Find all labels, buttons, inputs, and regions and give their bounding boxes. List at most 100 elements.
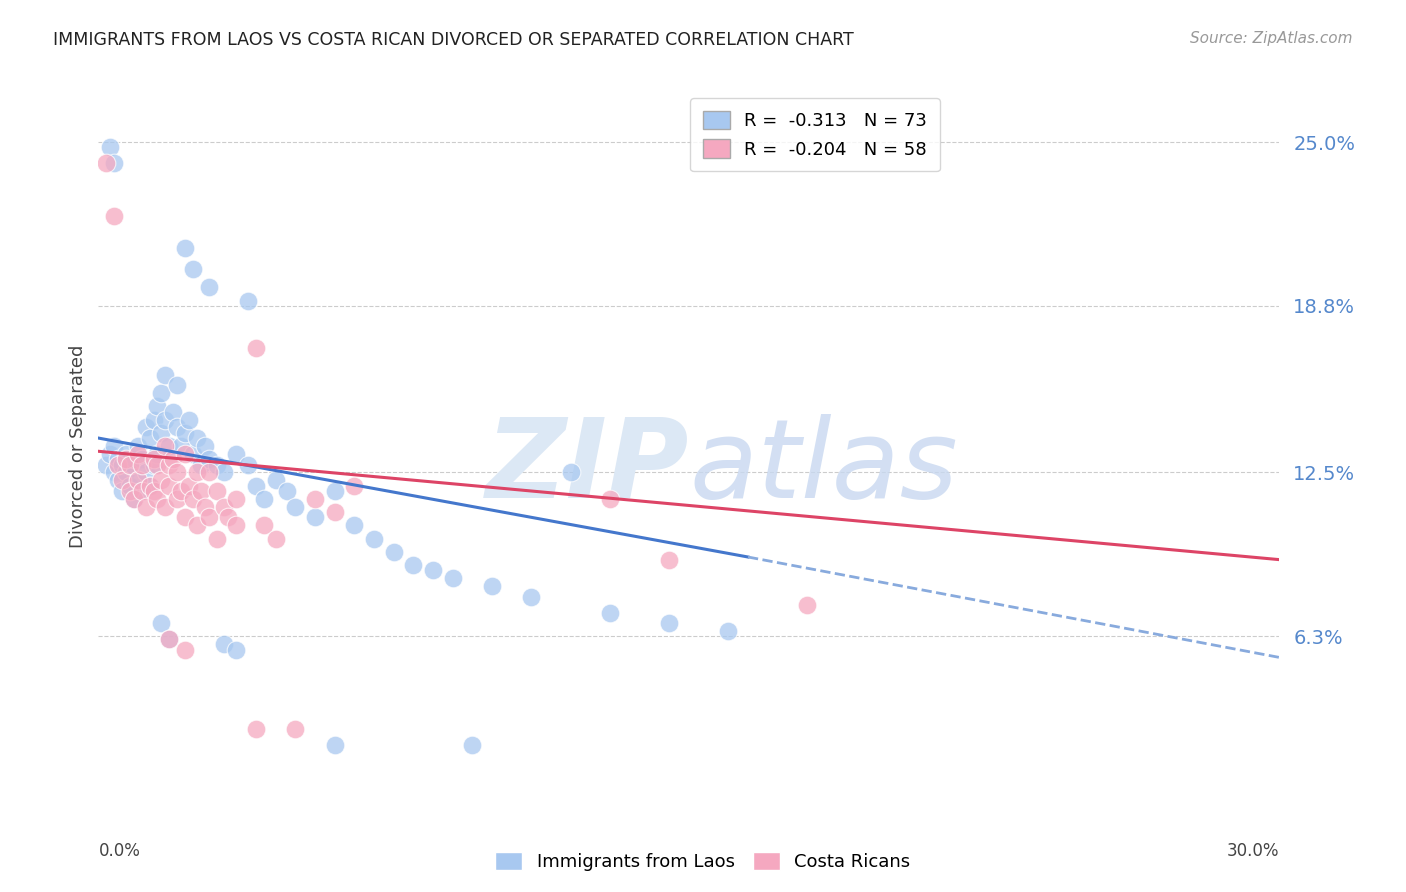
Point [225,642,247,657]
Point [98,140,121,154]
Point [166,466,188,480]
Point [194,500,217,514]
Point [155,368,177,382]
Point [115,447,138,461]
Point [146,447,169,461]
Point [131,458,153,472]
Point [122,491,145,506]
Point [142,452,165,467]
Point [264,474,287,488]
Point [560,466,582,480]
Point [174,425,197,440]
Point [253,491,276,506]
Legend: Immigrants from Laos, Costa Ricans: Immigrants from Laos, Costa Ricans [488,845,918,879]
Point [323,505,346,519]
Point [107,452,129,467]
Point [103,209,125,223]
Point [157,439,180,453]
Point [118,458,141,472]
Point [162,404,184,418]
Point [111,483,134,498]
Point [157,632,180,646]
Text: IMMIGRANTS FROM LAOS VS COSTA RICAN DIVORCED OR SEPARATED CORRELATION CHART: IMMIGRANTS FROM LAOS VS COSTA RICAN DIVO… [53,31,855,49]
Point [155,412,177,426]
Point [599,606,621,620]
Point [190,458,212,472]
Point [186,431,208,445]
Point [170,483,193,498]
Point [142,412,165,426]
Point [190,483,212,498]
Point [131,483,153,498]
Point [520,590,543,604]
Point [111,458,134,472]
Point [599,491,621,506]
Point [146,458,169,472]
Point [225,518,247,533]
Point [138,478,160,492]
Point [103,466,125,480]
Point [197,280,219,294]
Point [197,466,219,480]
Point [170,439,193,453]
Point [146,491,169,506]
Point [174,447,197,461]
Y-axis label: Divorced or Separated: Divorced or Separated [69,344,87,548]
Point [166,491,188,506]
Point [127,474,149,488]
Point [174,510,197,524]
Text: atlas: atlas [689,414,957,521]
Point [245,478,267,492]
Point [217,510,239,524]
Point [131,452,153,467]
Point [107,474,129,488]
Point [155,439,177,453]
Point [166,378,188,392]
Point [186,518,208,533]
Point [142,483,165,498]
Point [135,466,157,480]
Point [796,598,818,612]
Point [111,474,134,488]
Point [194,439,217,453]
Point [197,452,219,467]
Point [264,532,287,546]
Point [155,500,177,514]
Point [146,400,169,414]
Point [481,579,503,593]
Point [461,738,484,752]
Point [214,466,236,480]
Point [363,532,385,546]
Point [225,491,247,506]
Point [98,447,121,461]
Point [422,563,444,577]
Point [118,458,141,472]
Point [103,439,125,453]
Point [214,500,236,514]
Point [122,491,145,506]
Point [174,642,197,657]
Point [382,545,405,559]
Point [150,474,173,488]
Point [118,483,141,498]
Point [323,738,346,752]
Point [127,439,149,453]
Point [253,518,276,533]
Point [135,420,157,434]
Point [150,425,173,440]
Point [323,483,346,498]
Point [118,478,141,492]
Legend: R =  -0.313   N = 73, R =  -0.204   N = 58: R = -0.313 N = 73, R = -0.204 N = 58 [690,98,939,171]
Point [245,722,267,736]
Point [343,518,366,533]
Point [441,571,464,585]
Point [138,431,160,445]
Point [127,474,149,488]
Point [142,458,165,472]
Point [174,241,197,255]
Point [186,466,208,480]
Point [122,452,145,467]
Point [717,624,740,638]
Point [236,458,259,472]
Point [284,722,307,736]
